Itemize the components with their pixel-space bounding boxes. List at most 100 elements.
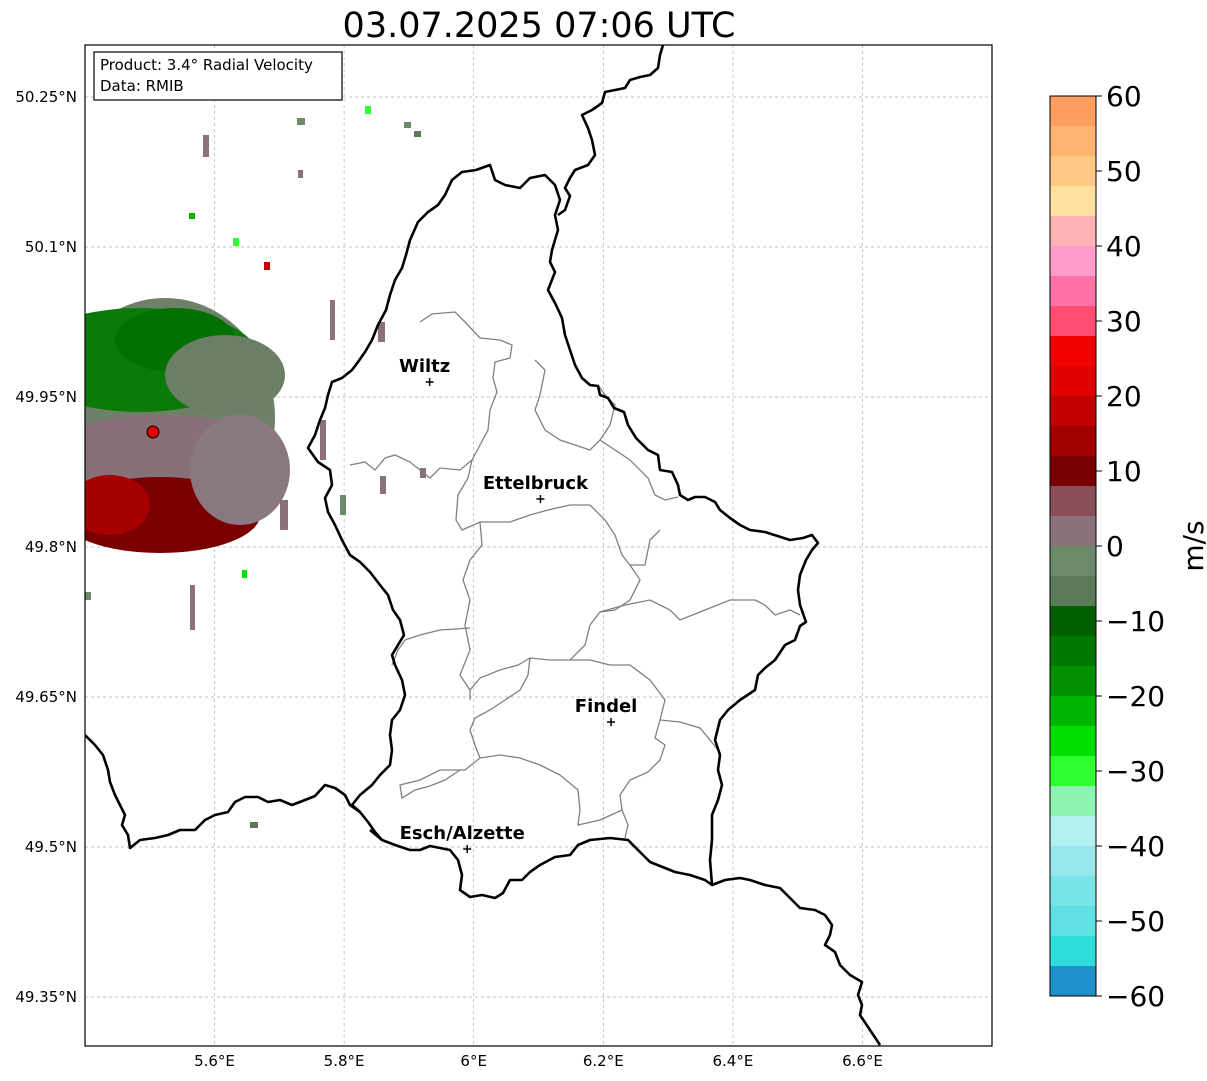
colorbar-band bbox=[1050, 576, 1096, 607]
colorbar-band bbox=[1050, 816, 1096, 847]
lon-tick-label: 6.2°E bbox=[583, 1052, 624, 1070]
city-label: Esch/Alzette bbox=[400, 823, 525, 844]
info-box-frame bbox=[93, 51, 343, 101]
colorbar-tick-label: −60 bbox=[1106, 980, 1165, 1013]
colorbar-band bbox=[1050, 666, 1096, 697]
colorbar-band bbox=[1050, 306, 1096, 337]
radar-speckle bbox=[298, 170, 303, 178]
colorbar-band bbox=[1050, 96, 1096, 127]
colorbar-band bbox=[1050, 786, 1096, 817]
radar-speckle bbox=[203, 135, 209, 157]
colorbar-band bbox=[1050, 366, 1096, 397]
map-frame bbox=[84, 44, 993, 1047]
colorbar-band bbox=[1050, 546, 1096, 577]
belgium-border-south bbox=[85, 734, 361, 850]
lat-tick-label: 49.95°N bbox=[15, 388, 77, 406]
lat-tick-label: 50.1°N bbox=[25, 238, 77, 256]
radar-speckle bbox=[378, 322, 385, 342]
lat-tick-label: 49.5°N bbox=[25, 838, 77, 856]
colorbar-band bbox=[1050, 426, 1096, 457]
canton-border bbox=[599, 599, 801, 621]
map-background bbox=[85, 45, 992, 1046]
lat-tick-label: 50.25°N bbox=[15, 88, 77, 106]
colorbar-tick-label: 60 bbox=[1106, 80, 1142, 113]
radar-echo-gray-east bbox=[190, 415, 290, 525]
canton-border bbox=[391, 627, 471, 666]
velocity-colorbar: 60 50 40 30 20 10 0 −10 −20 −30 −40 −50 −60 m/s bbox=[1049, 80, 1207, 1013]
colorbar-band bbox=[1050, 456, 1096, 487]
canton-border bbox=[570, 659, 666, 839]
radar-speckle bbox=[190, 585, 195, 630]
colorbar-band bbox=[1050, 276, 1096, 307]
radar-echo-inbound-red-2 bbox=[85, 475, 150, 535]
figure-title: 03.07.2025 07:06 UTC bbox=[343, 6, 736, 46]
lon-tick-label: 6°E bbox=[460, 1052, 487, 1070]
germany-border-south bbox=[711, 876, 882, 1046]
radar-speckle bbox=[404, 122, 411, 128]
colorbar-tick-label: 40 bbox=[1106, 230, 1142, 263]
colorbar-ticks: 60 50 40 30 20 10 0 −10 −20 −30 −40 −50 −60 bbox=[1096, 80, 1165, 1013]
info-product-line: Product: 3.4° Radial Velocity bbox=[100, 56, 313, 74]
lat-tick-label: 49.8°N bbox=[25, 538, 77, 556]
colorbar-band bbox=[1050, 516, 1096, 547]
colorbar-band bbox=[1050, 186, 1096, 217]
canton-border bbox=[349, 311, 513, 479]
colorbar-band bbox=[1050, 606, 1096, 637]
luxembourg-border bbox=[306, 163, 820, 900]
radar-speckle bbox=[297, 118, 305, 125]
lon-tick-label: 6.4°E bbox=[712, 1052, 753, 1070]
lon-tick-label: 5.8°E bbox=[324, 1052, 365, 1070]
lon-tick-label: 5.6°E bbox=[194, 1052, 235, 1070]
radar-speckle bbox=[233, 238, 239, 246]
colorbar-tick-label: −30 bbox=[1106, 755, 1165, 788]
colorbar-band bbox=[1050, 246, 1096, 277]
radar-speckle bbox=[250, 822, 258, 828]
radar-site-marker bbox=[146, 425, 160, 439]
france-border bbox=[369, 829, 383, 841]
radar-speckle bbox=[85, 592, 91, 600]
colorbar-band bbox=[1050, 216, 1096, 247]
canton-border bbox=[455, 459, 661, 566]
colorbar-tick-label: −20 bbox=[1106, 680, 1165, 713]
canton-border bbox=[599, 439, 679, 501]
radar-echoes bbox=[85, 106, 426, 828]
map-area: Wiltz Ettelbruck Findel Esch/Alzette 50.25°… bbox=[15, 44, 993, 1070]
colorbar-band bbox=[1050, 876, 1096, 907]
colorbar-tick-label: 20 bbox=[1106, 380, 1142, 413]
colorbar-band bbox=[1050, 396, 1096, 427]
radar-echo-gray-green bbox=[165, 335, 285, 415]
radar-speckle bbox=[264, 262, 270, 270]
lat-tick-label: 49.35°N bbox=[15, 988, 77, 1006]
city-label: Wiltz bbox=[399, 356, 450, 377]
colorbar-band bbox=[1050, 936, 1096, 967]
colorbar-band bbox=[1050, 696, 1096, 727]
colorbar-tick-label: 50 bbox=[1106, 155, 1142, 188]
city-label: Findel bbox=[575, 696, 638, 717]
colorbar-tick-label: 30 bbox=[1106, 305, 1142, 338]
colorbar-band bbox=[1050, 486, 1096, 517]
radar-speckle bbox=[330, 300, 335, 340]
canton-borders bbox=[349, 311, 801, 839]
colorbar-tick-label: −50 bbox=[1106, 905, 1165, 938]
colorbar-band bbox=[1050, 126, 1096, 157]
colorbar-band bbox=[1050, 906, 1096, 937]
canton-border bbox=[459, 521, 483, 691]
colorbar-band bbox=[1050, 756, 1096, 787]
radar-speckle bbox=[414, 131, 421, 137]
colorbar-band bbox=[1050, 636, 1096, 667]
radar-speckle bbox=[280, 500, 288, 530]
lon-tick-label: 6.6°E bbox=[842, 1052, 883, 1070]
colorbar-band bbox=[1050, 846, 1096, 877]
info-data-line: Data: RMIB bbox=[100, 77, 184, 95]
colorbar-tick-label: 0 bbox=[1106, 530, 1124, 563]
colorbar-band bbox=[1050, 156, 1096, 187]
radar-speckle bbox=[320, 420, 326, 460]
country-borders bbox=[85, 45, 882, 1046]
canton-border bbox=[534, 359, 616, 451]
lat-tick-label: 49.65°N bbox=[15, 688, 77, 706]
radar-speckle bbox=[340, 495, 346, 515]
colorbar-unit-label: m/s bbox=[1177, 520, 1207, 571]
city-label: Ettelbruck bbox=[483, 473, 589, 494]
colorbar-tick-label: 10 bbox=[1106, 455, 1142, 488]
